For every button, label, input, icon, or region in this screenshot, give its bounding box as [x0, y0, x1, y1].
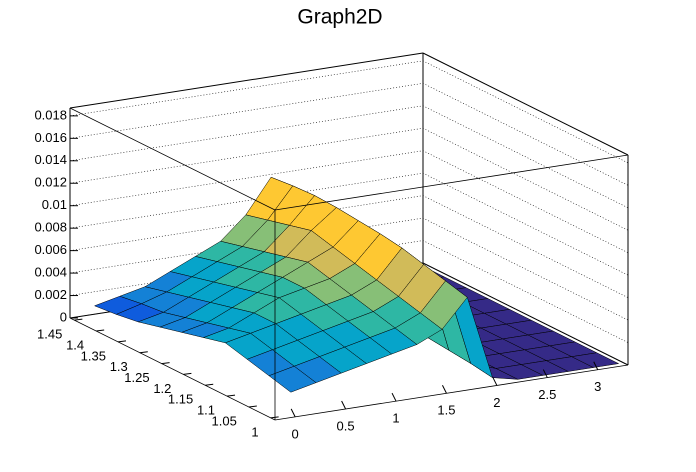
z-tick-label: 0.018 — [34, 107, 67, 122]
x-tick-label: 1 — [392, 411, 399, 426]
tick-mark — [96, 329, 105, 332]
grid-line — [69, 262, 629, 366]
grid-line — [69, 150, 629, 253]
y-tick-label: 1.4 — [66, 337, 84, 352]
y-tick-label: 1.15 — [168, 392, 193, 407]
z-tick-label: 0.014 — [34, 152, 67, 167]
grid-line — [69, 217, 629, 321]
x-tick-label: 1.5 — [437, 403, 455, 418]
z-tick-label: 0 — [60, 309, 67, 324]
frame-line — [69, 52, 424, 109]
z-tick-label: 0.016 — [34, 130, 67, 145]
tick-mark — [270, 416, 279, 419]
y-tick-label: 1.35 — [81, 348, 106, 363]
grid-line — [69, 60, 629, 164]
tick-mark — [442, 385, 447, 394]
z-tick-label: 0.006 — [34, 242, 67, 257]
z-tick-label: 0.012 — [34, 175, 67, 190]
frame-line — [422, 52, 629, 156]
z-tick-label: 0.002 — [34, 287, 67, 302]
z-tick-label: 0.008 — [34, 220, 67, 235]
tick-mark — [226, 394, 236, 397]
y-tick-label: 1.25 — [124, 370, 149, 385]
grid-line — [69, 105, 629, 209]
grid-line — [69, 240, 629, 343]
tick-mark — [248, 405, 257, 408]
x-tick-label: 3 — [594, 379, 601, 394]
x-tick-label: 2.5 — [538, 387, 556, 402]
frame-line — [69, 107, 276, 211]
tick-mark — [161, 362, 170, 365]
tick-mark — [117, 340, 127, 343]
chart-title: Graph2D — [297, 6, 382, 29]
grid-line — [69, 127, 629, 231]
y-tick-label: 1.45 — [37, 327, 62, 342]
tick-mark — [290, 408, 296, 418]
grid-line — [69, 172, 629, 276]
frame-line — [274, 154, 629, 211]
y-tick-label: 1 — [251, 424, 258, 439]
tick-mark — [593, 361, 599, 370]
surface-cell — [268, 365, 317, 393]
tick-mark — [183, 372, 192, 375]
tick-mark — [139, 351, 148, 354]
y-tick-label: 1.2 — [153, 381, 171, 396]
frame-line — [274, 364, 629, 421]
x-tick-label: 0.5 — [337, 418, 355, 433]
grid-line — [69, 83, 629, 186]
tick-mark — [391, 392, 397, 402]
tick-mark — [205, 383, 214, 386]
x-tick-label: 2 — [493, 395, 500, 410]
frame-line — [69, 317, 276, 421]
z-tick-label: 0.004 — [34, 265, 67, 280]
y-tick-label: 1.1 — [197, 403, 215, 418]
y-tick-label: 1.05 — [212, 413, 237, 428]
x-tick-label: 0 — [292, 426, 299, 441]
tick-mark — [341, 400, 347, 410]
y-tick-label: 1.3 — [110, 359, 128, 374]
grid-line — [69, 195, 629, 298]
tick-mark — [74, 318, 83, 321]
tick-mark — [542, 369, 548, 378]
tick-mark — [492, 377, 498, 386]
z-tick-label: 0.01 — [42, 197, 67, 212]
